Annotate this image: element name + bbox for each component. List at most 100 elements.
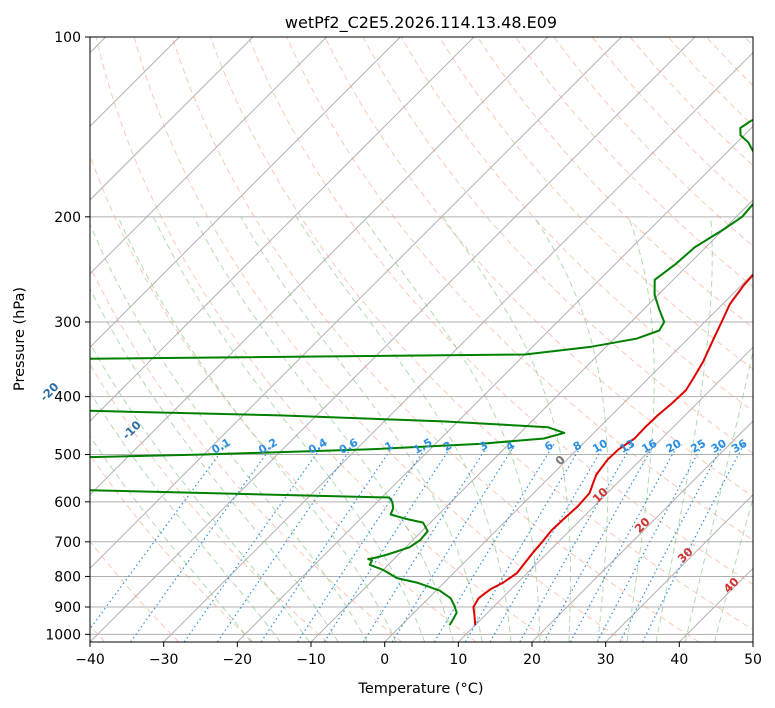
mixing-ratio-label: 16 bbox=[640, 437, 660, 456]
dry-adiabat-line bbox=[171, 37, 700, 642]
mixing-ratio-line bbox=[642, 443, 745, 642]
dry-adiabat-line bbox=[210, 37, 753, 631]
moist-adiabat-line bbox=[90, 223, 368, 642]
y-tick-label: 900 bbox=[54, 600, 81, 616]
moist-adiabat-line bbox=[655, 216, 713, 642]
isotherm-line bbox=[236, 125, 753, 642]
x-tick-label: −40 bbox=[75, 652, 105, 668]
moist-adiabat-line bbox=[90, 287, 339, 642]
mixing-ratio-label: 10 bbox=[590, 437, 610, 456]
data-series bbox=[90, 118, 753, 626]
mixing-ratio-line bbox=[323, 443, 454, 642]
isotherm-line bbox=[90, 37, 328, 275]
moist-adiabat-line bbox=[90, 391, 281, 642]
x-tick-label: 10 bbox=[449, 652, 467, 668]
dry-adiabat-label: -10 bbox=[119, 418, 144, 443]
dry-adiabat-line bbox=[362, 37, 753, 455]
dry-adiabat-line bbox=[591, 37, 753, 207]
isotherm-line bbox=[90, 37, 401, 349]
isotherm-line bbox=[90, 37, 475, 422]
dry-adiabat-line bbox=[438, 37, 753, 370]
dry-adiabat-line bbox=[400, 37, 753, 412]
moist-adiabat-line bbox=[626, 216, 655, 642]
moist-adiabat-label: 30 bbox=[675, 545, 696, 566]
isotherm-line bbox=[531, 420, 753, 642]
isotherm-line bbox=[384, 272, 753, 642]
mixing-ratio-line bbox=[216, 443, 355, 642]
moist-adiabat-line bbox=[117, 216, 397, 642]
mixing-ratio-label: 1.5 bbox=[411, 436, 434, 457]
temperature-profile bbox=[472, 273, 753, 626]
mixing-ratio-line bbox=[391, 443, 516, 642]
dry-adiabat-line bbox=[744, 37, 753, 47]
x-tick-label: −10 bbox=[296, 652, 326, 668]
y-tick-label: 700 bbox=[54, 535, 81, 551]
isotherm-line bbox=[90, 37, 549, 496]
x-tick-label: 50 bbox=[744, 652, 762, 668]
mixing-ratio-line bbox=[433, 443, 555, 642]
mixing-ratio-label: 1 bbox=[383, 439, 396, 454]
mixing-ratio-line bbox=[569, 443, 679, 642]
mixing-ratio-line bbox=[464, 443, 584, 642]
x-axis-title: Temperature (°C) bbox=[357, 681, 483, 697]
mixing-ratio-line bbox=[543, 443, 655, 642]
dry-adiabat-line bbox=[90, 453, 254, 642]
y-tick-label: 100 bbox=[54, 30, 81, 46]
mixing-ratio-line bbox=[619, 443, 724, 642]
x-tick-label: 20 bbox=[523, 652, 541, 668]
isotherm-line bbox=[752, 641, 753, 642]
y-tick-label: 600 bbox=[54, 495, 81, 511]
mixing-ratio-label: 8 bbox=[571, 439, 584, 454]
isotherm-line bbox=[310, 199, 753, 642]
x-tick-label: 40 bbox=[670, 652, 688, 668]
x-tick-label: −30 bbox=[149, 652, 179, 668]
moist-adiabat-line bbox=[90, 342, 310, 642]
mixing-ratio-line bbox=[362, 443, 490, 642]
y-axis-title: Pressure (hPa) bbox=[12, 287, 28, 391]
dry-adiabat-line bbox=[248, 37, 753, 586]
mixing-ratio-line bbox=[260, 443, 396, 642]
mixing-ratio-label: 0.4 bbox=[306, 436, 330, 457]
isotherm-line bbox=[457, 346, 753, 642]
y-tick-label: 800 bbox=[54, 569, 81, 585]
isotherm-line bbox=[90, 37, 254, 201]
dry-adiabat-line bbox=[90, 363, 328, 642]
mixing-ratio-line bbox=[596, 443, 704, 642]
moist-adiabat-label: 20 bbox=[632, 515, 653, 536]
isotherm-line bbox=[605, 493, 753, 642]
moist-adiabat-line bbox=[193, 216, 454, 642]
dry-adiabat-line bbox=[90, 153, 477, 642]
dry-adiabat-line bbox=[324, 37, 753, 498]
dry-adiabat-line bbox=[90, 265, 403, 642]
dry-adiabat-line bbox=[477, 37, 753, 329]
mixing-ratio-line bbox=[296, 443, 429, 642]
x-tick-label: −20 bbox=[223, 652, 253, 668]
mixing-ratio-line bbox=[489, 443, 606, 642]
y-tick-label: 1000 bbox=[45, 627, 81, 643]
dry-adiabat-line bbox=[95, 37, 551, 642]
isotherm-line bbox=[90, 37, 622, 570]
axes: −40 −30 −20 −10 0 10 20 30 40 5010020030040050060… bbox=[45, 30, 762, 668]
mixing-ratio-label: 3 bbox=[477, 439, 490, 454]
dry-adiabat-line bbox=[133, 37, 625, 642]
dry-adiabat-line bbox=[515, 37, 753, 288]
y-tick-label: 300 bbox=[54, 315, 81, 331]
mixing-ratio-line bbox=[90, 443, 228, 630]
chart-title: wetPf2_C2E5.2026.114.13.48.E09 bbox=[285, 13, 557, 33]
mixing-ratio-label: 30 bbox=[709, 437, 729, 456]
y-tick-label: 400 bbox=[54, 390, 81, 406]
dewpoint-profile bbox=[90, 118, 753, 626]
isotherm-line bbox=[678, 567, 753, 642]
mixing-ratio-label: 36 bbox=[730, 437, 750, 456]
y-tick-label: 200 bbox=[54, 210, 81, 226]
x-tick-label: 0 bbox=[380, 652, 389, 668]
isotherm-line bbox=[90, 37, 696, 642]
moist-adiabat-line bbox=[295, 216, 512, 642]
line-labels: 0.10.20.40.611.52346810131620253036-100-… bbox=[37, 380, 750, 596]
mixing-ratio-line bbox=[130, 443, 275, 642]
moist-adiabat-line bbox=[533, 216, 609, 642]
mixing-ratio-label: 6 bbox=[542, 439, 555, 454]
mixing-ratio-label: 20 bbox=[664, 437, 684, 456]
mixing-ratio-line bbox=[183, 443, 324, 642]
